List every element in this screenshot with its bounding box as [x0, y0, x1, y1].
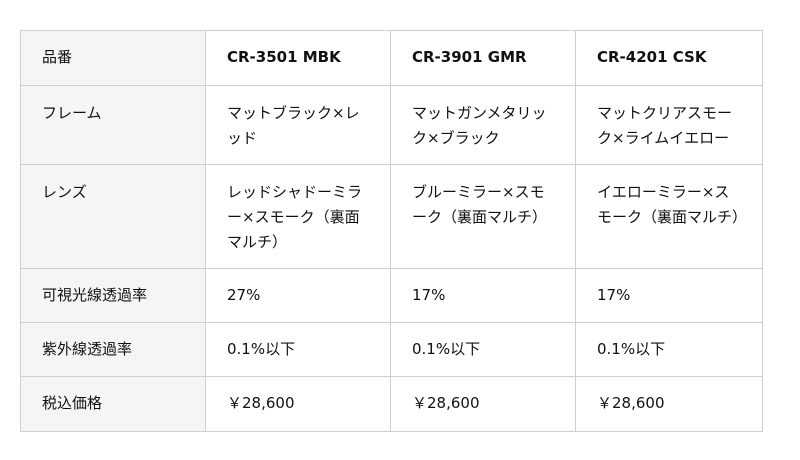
cell: 17% [575, 268, 763, 323]
header-label: 品番 [20, 30, 206, 86]
cell: ブルーミラー×スモーク（裏面マルチ） [390, 164, 576, 269]
row-label: 可視光線透過率 [20, 268, 206, 323]
table-row-price: 税込価格 ￥28,600 ￥28,600 ￥28,600 [20, 376, 763, 432]
model-header: CR-4201 CSK [575, 30, 763, 86]
cell: マットクリアスモーク×ライムイエロー [575, 85, 763, 165]
table-row-uv: 紫外線透過率 0.1%以下 0.1%以下 0.1%以下 [20, 322, 763, 377]
cell: レッドシャドーミラー×スモーク（裏面マルチ） [205, 164, 391, 269]
row-label: 紫外線透過率 [20, 322, 206, 377]
cell: 0.1%以下 [575, 322, 763, 377]
model-header: CR-3901 GMR [390, 30, 576, 86]
table-row-lens: レンズ レッドシャドーミラー×スモーク（裏面マルチ） ブルーミラー×スモーク（裏… [20, 164, 763, 269]
cell: マットブラック×レッド [205, 85, 391, 165]
cell: 27% [205, 268, 391, 323]
cell: ￥28,600 [575, 376, 763, 432]
spec-table: 品番 CR-3501 MBK CR-3901 GMR CR-4201 CSK フ… [20, 30, 763, 432]
table-header-row: 品番 CR-3501 MBK CR-3901 GMR CR-4201 CSK [20, 30, 763, 86]
table-row-frame: フレーム マットブラック×レッド マットガンメタリック×ブラック マットクリアス… [20, 85, 763, 165]
cell: イエローミラー×スモーク（裏面マルチ） [575, 164, 763, 269]
row-label: レンズ [20, 164, 206, 269]
cell: 0.1%以下 [390, 322, 576, 377]
row-label: 税込価格 [20, 376, 206, 432]
model-header: CR-3501 MBK [205, 30, 391, 86]
cell: 0.1%以下 [205, 322, 391, 377]
cell: 17% [390, 268, 576, 323]
cell: ￥28,600 [390, 376, 576, 432]
row-label: フレーム [20, 85, 206, 165]
cell: マットガンメタリック×ブラック [390, 85, 576, 165]
cell: ￥28,600 [205, 376, 391, 432]
table-row-visible-light: 可視光線透過率 27% 17% 17% [20, 268, 763, 323]
